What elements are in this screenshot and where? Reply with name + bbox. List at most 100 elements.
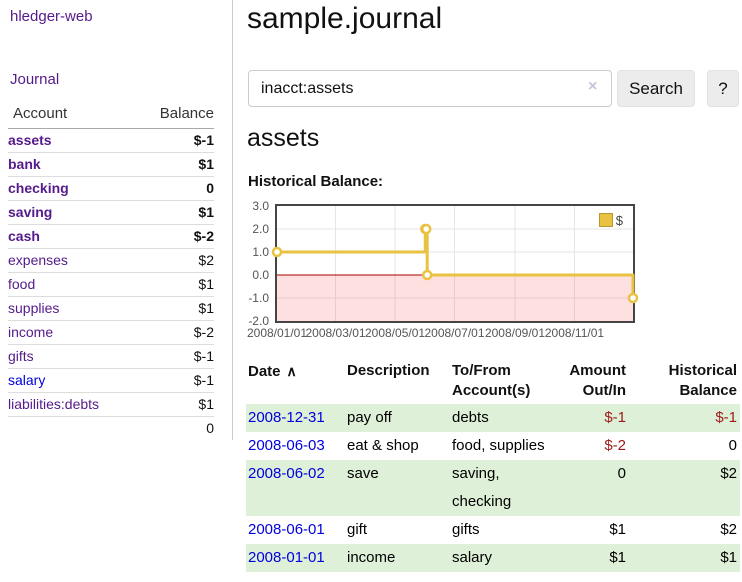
data-point-marker <box>421 269 433 281</box>
account-link[interactable]: expenses <box>8 252 68 268</box>
transaction-date-link[interactable]: 2008-06-03 <box>248 437 325 454</box>
transaction-row: 2008-06-02 save saving, checking 0 $2 <box>246 460 740 516</box>
legend-label: $ <box>615 212 623 228</box>
account-link[interactable]: assets <box>8 132 52 148</box>
transaction-accounts: debts <box>452 409 489 426</box>
data-point-marker <box>271 246 283 258</box>
account-balance: $-2 <box>132 320 214 345</box>
transaction-accounts: salary <box>452 549 493 566</box>
account-link[interactable]: checking <box>8 180 69 196</box>
transaction-amount: $1 <box>609 521 626 538</box>
help-button[interactable]: ? <box>707 70 739 107</box>
transaction-balance: $-1 <box>715 409 737 426</box>
y-tick-label: -2.0 <box>248 314 269 328</box>
transaction-description: gift <box>347 521 368 538</box>
account-balance: 0 <box>132 176 214 201</box>
account-balance: $-1 <box>132 368 214 393</box>
account-row: expenses $2 <box>8 248 214 273</box>
transaction-balance: $1 <box>720 549 737 566</box>
accounts-header-account: Account <box>8 103 133 129</box>
y-tick-label: -1.0 <box>248 291 269 305</box>
account-link[interactable]: salary <box>8 372 46 388</box>
account-link[interactable]: cash <box>8 228 40 244</box>
account-link[interactable]: bank <box>8 156 41 172</box>
sidebar: hledger-web Journal Account Balance asse… <box>0 0 233 440</box>
account-balance: $-1 <box>132 344 214 369</box>
x-tick-label: 2008/03/01 <box>305 326 366 340</box>
column-header-description: Description <box>347 362 430 379</box>
transaction-row: 2008-06-03 eat & shop food, supplies $-2 0 <box>246 432 740 460</box>
y-tick-label: 3.0 <box>252 199 269 213</box>
account-balance: $1 <box>132 152 214 177</box>
transaction-amount: $1 <box>609 549 626 566</box>
x-tick-label: 2008/05/01 <box>364 326 426 340</box>
chart-legend: $ <box>596 212 625 228</box>
account-row: liabilities:debts $1 <box>8 392 214 417</box>
search-button[interactable]: Search <box>617 70 695 107</box>
legend-swatch-icon <box>598 213 613 227</box>
sidebar-item-journal[interactable]: Journal <box>10 71 60 88</box>
column-header-date[interactable]: Date ∧ <box>248 363 297 380</box>
account-link[interactable]: supplies <box>8 300 60 316</box>
transaction-description: eat & shop <box>347 437 419 454</box>
account-row: salary $-1 <box>8 368 214 393</box>
transaction-accounts: saving, checking <box>452 465 512 510</box>
transaction-amount: $-1 <box>604 409 626 426</box>
accounts-total: 0 <box>132 416 214 440</box>
account-link[interactable]: income <box>8 324 54 340</box>
accounts-table: Account Balance assets $-1 bank $1 checking 0… <box>8 103 214 440</box>
x-tick-label: 2008/09/01 <box>484 326 545 340</box>
accounts-total-row: 0 <box>8 416 214 440</box>
transaction-date-link[interactable]: 2008-06-01 <box>248 521 325 538</box>
account-balance: $1 <box>132 272 214 297</box>
transaction-row: 2008-01-01 income salary $1 $1 <box>246 544 740 572</box>
account-row: checking 0 <box>8 176 214 201</box>
account-link[interactable]: food <box>8 276 36 292</box>
y-tick-label: 2.0 <box>252 222 269 236</box>
page-title: sample.journal <box>247 2 443 35</box>
account-row: gifts $-1 <box>8 344 214 369</box>
account-link[interactable]: liabilities:debts <box>8 396 100 412</box>
account-balance: $1 <box>132 296 214 321</box>
transaction-balance: $2 <box>720 521 737 538</box>
account-link[interactable]: saving <box>8 204 53 220</box>
transaction-description: income <box>347 549 396 566</box>
x-tick-label: 2008/01/01 <box>246 326 308 340</box>
account-row: income $-2 <box>8 320 214 345</box>
transaction-date-link[interactable]: 2008-06-02 <box>248 465 325 482</box>
transaction-balance: 0 <box>728 437 737 454</box>
transaction-date-link[interactable]: 2008-01-01 <box>248 549 325 566</box>
data-point-marker <box>420 223 432 235</box>
account-row: assets $-1 <box>8 128 214 153</box>
clear-search-icon[interactable]: × <box>588 78 598 95</box>
negative-region <box>277 275 633 321</box>
account-row: food $1 <box>8 272 214 297</box>
account-link[interactable]: gifts <box>8 348 34 364</box>
account-row: saving $1 <box>8 200 214 225</box>
account-balance: $-1 <box>132 128 214 153</box>
chart-canvas <box>271 206 639 321</box>
account-balance: $-2 <box>132 224 214 249</box>
search-input[interactable] <box>248 70 612 107</box>
chart-title: Historical Balance: <box>248 173 384 190</box>
column-header-historical-balance: Historical Balance <box>668 362 737 399</box>
y-tick-label: 0.0 <box>252 268 269 282</box>
account-balance: $2 <box>132 248 214 273</box>
accounts-header-balance: Balance <box>132 103 214 129</box>
account-row: cash $-2 <box>8 224 214 249</box>
account-balance: $1 <box>132 392 214 417</box>
app-brand-link[interactable]: hledger-web <box>10 8 93 25</box>
transaction-date-link[interactable]: 2008-12-31 <box>248 409 325 426</box>
transactions-table: Date ∧ Description To/From Account(s) Amount… <box>246 361 740 572</box>
x-tick-label: 2008/07/01 <box>424 326 485 340</box>
transaction-accounts: food, supplies <box>452 437 545 454</box>
chart-plot-area: $ <box>271 204 639 323</box>
account-balance: $1 <box>132 200 214 225</box>
y-tick-label: 1.0 <box>252 245 269 259</box>
transaction-accounts: gifts <box>452 521 480 538</box>
account-row: bank $1 <box>8 152 214 177</box>
transaction-amount: 0 <box>617 465 626 482</box>
transaction-description: save <box>347 465 379 482</box>
sort-asc-icon: ∧ <box>286 363 297 379</box>
transaction-description: pay off <box>347 409 392 426</box>
